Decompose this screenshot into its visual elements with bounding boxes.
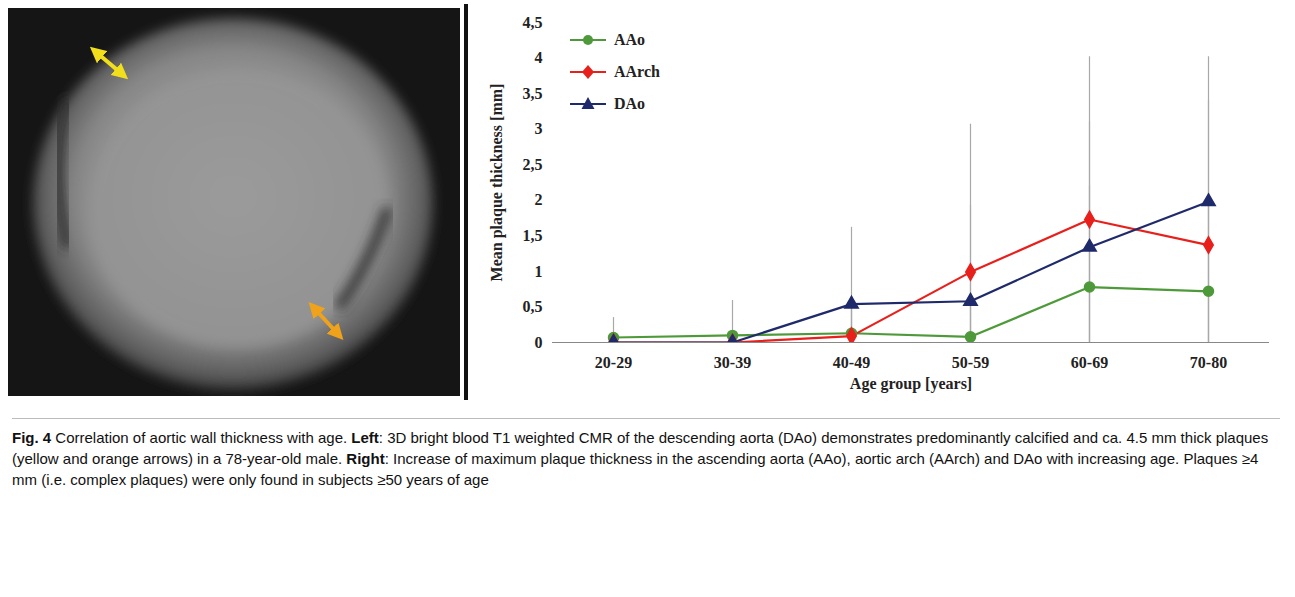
svg-text:4: 4 <box>535 49 543 66</box>
svg-text:Age group [years]: Age group [years] <box>850 375 972 393</box>
svg-text:1: 1 <box>535 263 543 280</box>
svg-text:0,5: 0,5 <box>523 298 543 315</box>
svg-text:30-39: 30-39 <box>714 354 751 371</box>
svg-text:50-59: 50-59 <box>952 354 989 371</box>
svg-text:Mean plaque thickness [mm]: Mean plaque thickness [mm] <box>488 84 506 282</box>
svg-text:40-49: 40-49 <box>833 354 870 371</box>
svg-text:70-80: 70-80 <box>1190 354 1227 371</box>
html-text:Fig. 4 Correlation of aortic w: Fig. 4 Correlation of aortic wall thickn… <box>12 429 1269 488</box>
html-text:DAo: DAo <box>614 95 646 112</box>
svg-text:1,5: 1,5 <box>523 227 543 244</box>
svg-text:2: 2 <box>535 191 543 208</box>
svg-text:20-29: 20-29 <box>595 354 632 371</box>
html-text:AArch: AArch <box>614 63 660 80</box>
svg-text:2,5: 2,5 <box>523 156 543 173</box>
svg-text:4,5: 4,5 <box>523 14 543 31</box>
svg-text:3,5: 3,5 <box>523 85 543 102</box>
svg-text:60-69: 60-69 <box>1071 354 1108 371</box>
svg-text:3: 3 <box>535 120 543 137</box>
svg-text:0: 0 <box>535 334 543 351</box>
html-text:AAo: AAo <box>614 31 646 48</box>
